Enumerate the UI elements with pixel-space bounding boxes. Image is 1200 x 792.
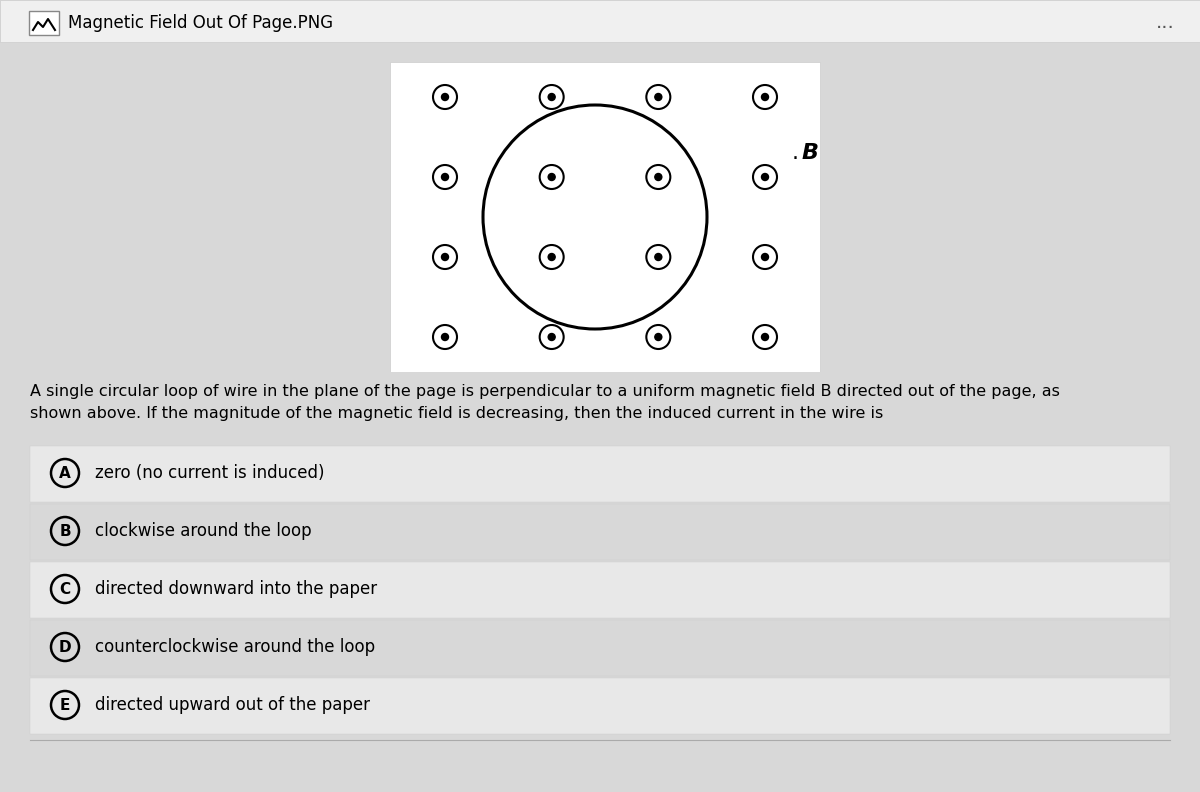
Circle shape — [762, 93, 768, 101]
Text: Magnetic Field Out Of Page.PNG: Magnetic Field Out Of Page.PNG — [68, 14, 334, 32]
Text: ...: ... — [1156, 13, 1175, 32]
Text: B: B — [59, 524, 71, 539]
Text: directed downward into the paper: directed downward into the paper — [95, 580, 377, 598]
FancyBboxPatch shape — [30, 620, 1170, 676]
Text: B: B — [802, 143, 818, 163]
Text: A single circular loop of wire in the plane of the page is perpendicular to a un: A single circular loop of wire in the pl… — [30, 384, 1060, 421]
Text: clockwise around the loop: clockwise around the loop — [95, 522, 312, 540]
FancyBboxPatch shape — [390, 62, 820, 372]
Circle shape — [762, 173, 768, 181]
Circle shape — [762, 253, 768, 261]
Text: directed upward out of the paper: directed upward out of the paper — [95, 696, 370, 714]
Text: C: C — [60, 581, 71, 596]
Circle shape — [442, 253, 449, 261]
FancyBboxPatch shape — [30, 504, 1170, 560]
FancyBboxPatch shape — [30, 446, 1170, 502]
Text: D: D — [59, 639, 71, 654]
FancyBboxPatch shape — [0, 0, 1200, 42]
Circle shape — [548, 173, 556, 181]
Circle shape — [548, 253, 556, 261]
Circle shape — [655, 253, 662, 261]
Circle shape — [655, 173, 662, 181]
Circle shape — [655, 333, 662, 341]
FancyBboxPatch shape — [30, 372, 1170, 442]
Circle shape — [548, 333, 556, 341]
Circle shape — [655, 93, 662, 101]
Text: zero (no current is induced): zero (no current is induced) — [95, 464, 324, 482]
Text: .: . — [792, 143, 799, 163]
Text: E: E — [60, 698, 70, 713]
FancyBboxPatch shape — [29, 11, 59, 35]
Circle shape — [442, 173, 449, 181]
Circle shape — [762, 333, 768, 341]
Text: counterclockwise around the loop: counterclockwise around the loop — [95, 638, 376, 656]
Circle shape — [442, 93, 449, 101]
FancyBboxPatch shape — [30, 678, 1170, 734]
FancyBboxPatch shape — [30, 562, 1170, 618]
Circle shape — [442, 333, 449, 341]
Text: A: A — [59, 466, 71, 481]
Circle shape — [548, 93, 556, 101]
